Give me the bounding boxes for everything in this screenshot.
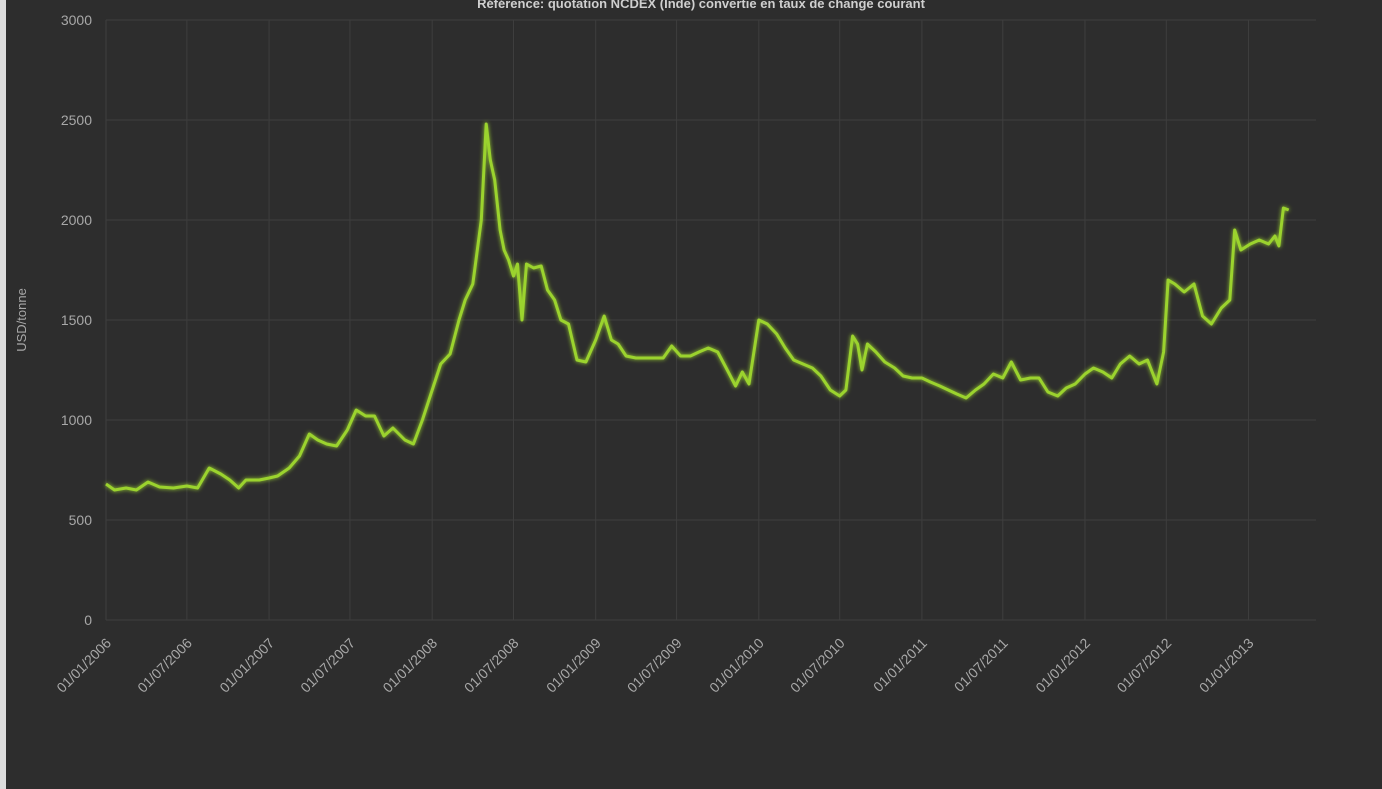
chart-title: Référence: quotation NCDEX (Inde) conver… xyxy=(477,0,926,11)
x-tick-label: 01/01/2007 xyxy=(216,635,277,696)
line-chart: Référence: quotation NCDEX (Inde) conver… xyxy=(14,0,1316,696)
y-tick-label: 2000 xyxy=(61,212,92,228)
series-layer xyxy=(105,122,1290,492)
y-tick-label: 3000 xyxy=(61,12,92,28)
series-line xyxy=(105,122,1290,492)
y-axis-label: USD/tonne xyxy=(14,288,29,352)
x-tick-label: 01/01/2013 xyxy=(1196,635,1257,696)
x-tick-label: 01/07/2007 xyxy=(297,635,358,696)
x-tick-label: 01/07/2009 xyxy=(624,635,685,696)
x-tick-label: 01/07/2008 xyxy=(461,635,522,696)
x-tick-label: 01/01/2010 xyxy=(706,635,767,696)
y-tick-label: 1500 xyxy=(61,312,92,328)
x-tick-label: 01/07/2010 xyxy=(787,635,848,696)
y-tick-label: 0 xyxy=(84,612,92,628)
x-tick-label: 01/07/2006 xyxy=(134,635,195,696)
x-axis-ticks: 01/01/2006 01/07/2006 01/01/2007 01/07/2007… xyxy=(53,635,1257,696)
y-tick-label: 1000 xyxy=(61,412,92,428)
grid xyxy=(105,19,1316,621)
x-tick-label: 01/07/2012 xyxy=(1114,635,1175,696)
y-tick-label: 500 xyxy=(69,512,93,528)
y-axis-ticks: 0 500 1000 1500 2000 2500 3000 xyxy=(61,12,92,628)
x-tick-label: 01/01/2012 xyxy=(1032,635,1093,696)
x-tick-label: 01/01/2011 xyxy=(870,635,930,695)
x-tick-label: 01/01/2008 xyxy=(379,635,440,696)
x-tick-label: 01/01/2009 xyxy=(543,635,604,696)
x-tick-label: 01/01/2006 xyxy=(53,635,114,696)
x-tick-label: 01/07/2011 xyxy=(951,635,1011,695)
y-tick-label: 2500 xyxy=(61,112,92,128)
